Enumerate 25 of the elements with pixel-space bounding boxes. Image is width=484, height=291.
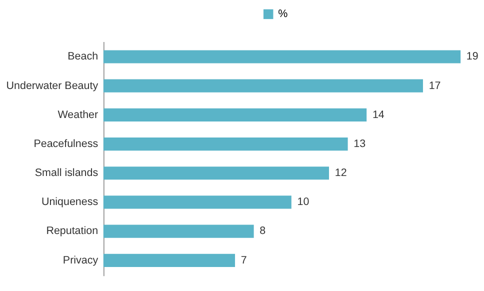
data-label: 10 (297, 196, 310, 208)
data-label: 12 (334, 167, 347, 180)
y-tick-label: Weather (58, 108, 98, 121)
bar (103, 254, 236, 267)
data-label: 8 (260, 225, 266, 238)
y-tick-label: Beach (68, 50, 98, 63)
bar (103, 50, 461, 64)
bar (103, 137, 348, 151)
bar (103, 79, 423, 92)
data-label: 13 (354, 138, 366, 150)
y-tick-label: Peacefulness (34, 138, 98, 150)
data-label: 7 (240, 254, 247, 266)
y-tick-label: Uniqueness (41, 196, 98, 208)
y-tick-label: Reputation (46, 225, 98, 238)
data-label: 17 (428, 80, 441, 92)
bar (103, 196, 292, 209)
y-tick-label: Privacy (62, 254, 99, 266)
y-tick-label: Small islands (34, 167, 98, 180)
y-tick-label: Underwater Beauty (6, 80, 99, 92)
data-label: 14 (372, 108, 384, 121)
bar (103, 166, 329, 180)
legend-label: % (278, 8, 288, 20)
bar (103, 224, 254, 238)
data-label: 19 (466, 50, 478, 63)
bar (103, 108, 367, 122)
